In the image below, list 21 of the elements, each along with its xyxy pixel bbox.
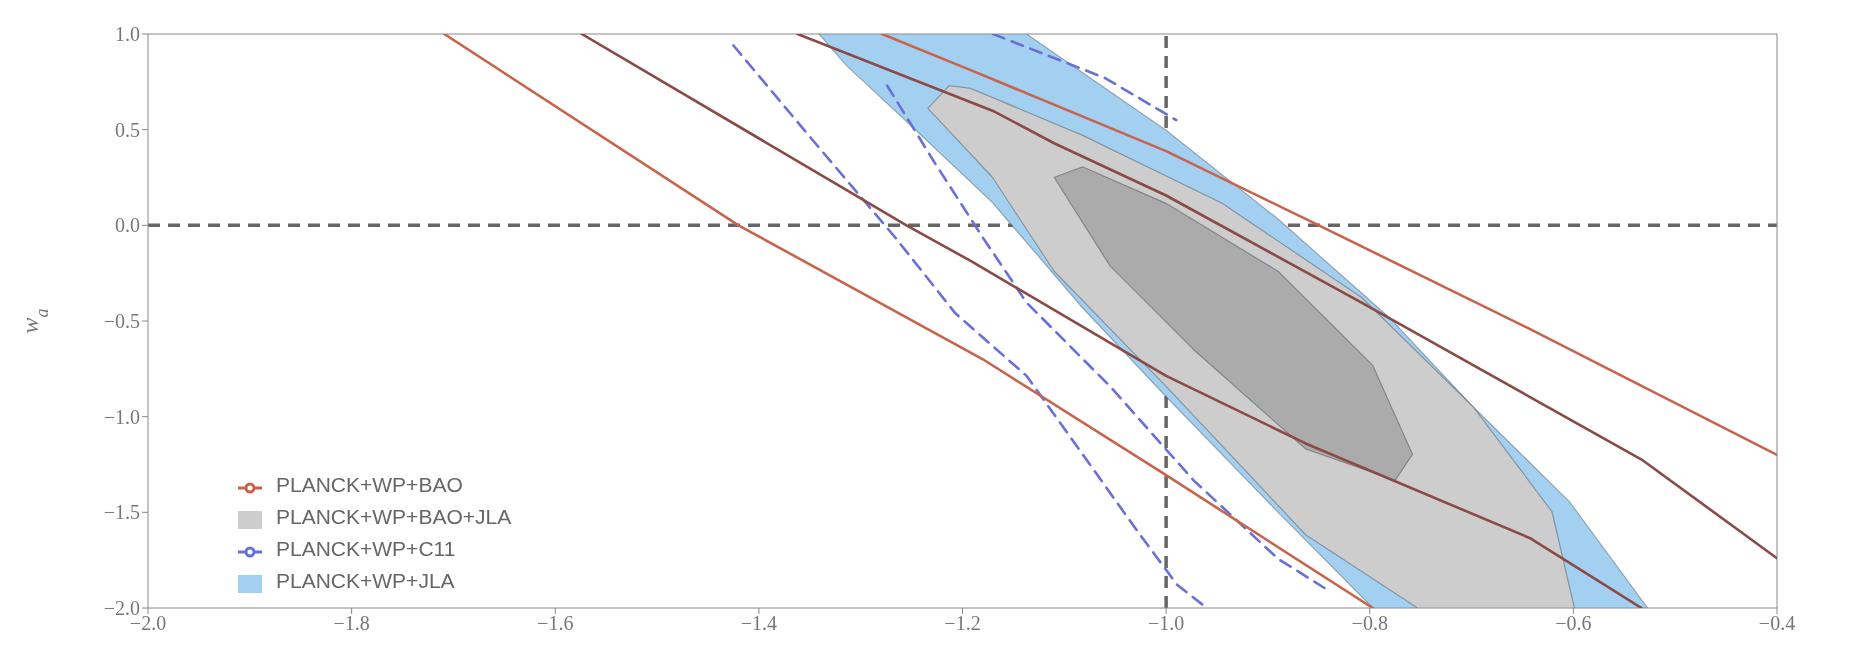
x-tick-label: −1.6 <box>537 612 574 635</box>
y-tick-label: 1.0 <box>115 23 140 46</box>
y-tick-label: −1.0 <box>103 405 140 428</box>
legend-label: PLANCK+WP+BAO <box>276 473 463 496</box>
x-tick-label: −0.4 <box>1758 612 1796 635</box>
legend-label: PLANCK+WP+JLA <box>276 569 455 592</box>
x-tick-label: −1.0 <box>1147 612 1185 635</box>
x-tick-label: −1.8 <box>333 612 370 635</box>
x-tick-label: −0.6 <box>1555 612 1592 635</box>
x-tick-label: −1.2 <box>944 612 981 635</box>
line-series <box>580 34 1643 608</box>
y-tick-label: −1.5 <box>103 501 140 524</box>
y-tick-label: 0.5 <box>115 118 140 141</box>
x-tick-label: −0.8 <box>1351 612 1388 635</box>
x-tick-label: −1.4 <box>740 612 778 635</box>
y-tick-label: −0.5 <box>103 310 140 333</box>
line-series <box>796 34 1777 560</box>
legend-label: PLANCK+WP+C11 <box>276 537 456 560</box>
legend-label: PLANCK+WP+BAO+JLA <box>276 505 512 528</box>
y-tick-label: 0.0 <box>115 214 140 237</box>
line-series <box>880 34 1777 457</box>
